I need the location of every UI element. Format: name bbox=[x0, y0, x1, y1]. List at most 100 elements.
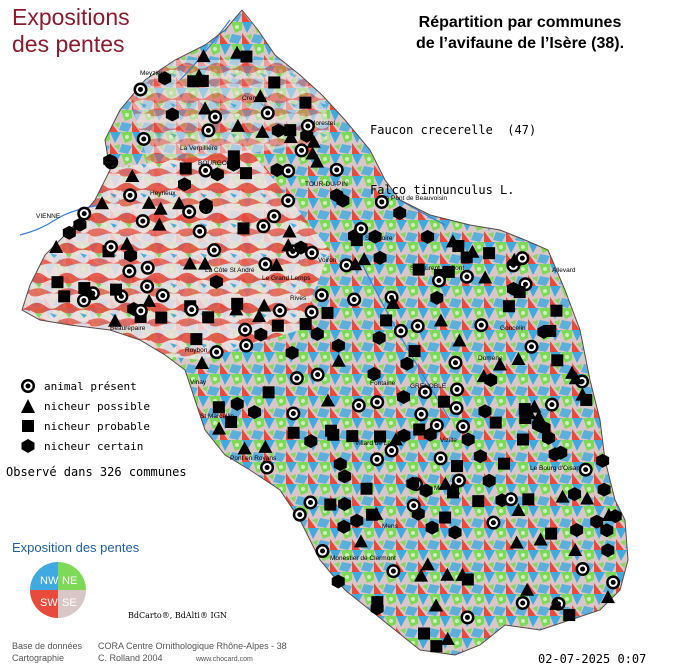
animal-present-marker bbox=[347, 292, 362, 307]
animal-present-marker bbox=[133, 303, 148, 318]
probable-breeder-marker bbox=[374, 430, 387, 443]
certain-breeder-marker bbox=[461, 432, 475, 447]
probable-breeder-marker bbox=[268, 76, 281, 89]
probable-breeder-marker bbox=[489, 416, 502, 429]
legend-item-probable: nicheur probable bbox=[20, 416, 150, 436]
probable-breeder-marker bbox=[545, 527, 558, 540]
possible-breeder-marker bbox=[142, 293, 157, 307]
animal-present-marker bbox=[281, 163, 296, 178]
possible-breeder-marker bbox=[306, 134, 321, 148]
probable-breeder-marker bbox=[179, 162, 192, 175]
probable-breeder-marker bbox=[240, 167, 253, 180]
place-name-label: Le Grand Lemps bbox=[262, 275, 311, 282]
place-name-label: Mens bbox=[382, 523, 399, 530]
probable-breeder-marker bbox=[324, 424, 337, 437]
place-name-label: Roybon bbox=[185, 347, 208, 354]
animal-present-marker bbox=[460, 610, 475, 625]
possible-breeder-marker bbox=[283, 130, 298, 144]
probable-breeder-marker bbox=[155, 311, 168, 324]
certain-breeder-marker bbox=[304, 434, 318, 449]
hexagon-icon bbox=[21, 439, 35, 453]
animal-present-marker bbox=[386, 564, 401, 579]
possible-breeder-marker bbox=[478, 270, 493, 284]
place-name-label: Voiron bbox=[318, 257, 337, 264]
place-name-label: St Marcellin bbox=[200, 413, 234, 420]
animal-present-marker bbox=[515, 595, 530, 610]
website-link[interactable]: www.chocard.com bbox=[196, 656, 253, 663]
certain-breeder-marker bbox=[338, 469, 352, 484]
certain-breeder-marker bbox=[230, 396, 244, 411]
possible-breeder-marker bbox=[353, 534, 368, 548]
place-name-label: La Côte St André bbox=[205, 267, 255, 274]
certain-breeder-marker bbox=[425, 520, 439, 535]
certain-breeder-marker bbox=[331, 338, 345, 353]
probable-breeder-marker bbox=[517, 433, 530, 446]
observation-markers bbox=[49, 45, 622, 653]
possible-breeder-marker bbox=[320, 393, 335, 407]
probable-breeder-marker bbox=[287, 426, 300, 439]
animal-present-marker bbox=[272, 303, 287, 318]
animal-present-marker bbox=[448, 355, 463, 370]
certain-breeder-marker bbox=[448, 525, 462, 540]
place-name-label: La Mure bbox=[425, 485, 449, 492]
place-name-label: VIENNE bbox=[36, 213, 61, 220]
animal-present-marker bbox=[474, 318, 489, 333]
possible-breeder-marker bbox=[255, 124, 270, 138]
animal-present-marker bbox=[369, 452, 384, 467]
possible-breeder-marker bbox=[575, 387, 590, 401]
animal-present-marker bbox=[578, 462, 593, 477]
legend-item-present: animal présent bbox=[20, 376, 150, 396]
possible-breeder-marker bbox=[269, 258, 284, 272]
certain-breeder-marker bbox=[350, 513, 364, 528]
possible-breeder-marker bbox=[420, 557, 435, 571]
animal-present-marker bbox=[104, 240, 119, 255]
certain-breeder-marker bbox=[590, 514, 604, 529]
sw-label: SW bbox=[40, 597, 58, 609]
legend-label: nicheur probable bbox=[44, 419, 150, 433]
possible-breeder-marker bbox=[452, 333, 467, 347]
animal-present-marker bbox=[575, 562, 590, 577]
certain-breeder-marker bbox=[199, 197, 213, 212]
probable-breeder-marker bbox=[366, 508, 379, 521]
probable-breeder-marker bbox=[237, 222, 250, 235]
animal-present-marker bbox=[450, 382, 465, 397]
ne-quadrant bbox=[58, 562, 86, 590]
certain-breeder-marker bbox=[177, 177, 191, 192]
cartography-label: Cartographie bbox=[12, 653, 65, 663]
probable-breeder-marker bbox=[451, 460, 464, 473]
place-name-label: Allevard bbox=[552, 267, 576, 274]
place-name-label: Vinay bbox=[190, 379, 207, 386]
place-name-label: St Laurent du Pont bbox=[410, 265, 464, 272]
probable-breeder-marker bbox=[513, 286, 526, 299]
possible-breeder-marker bbox=[212, 421, 227, 435]
animal-present-marker bbox=[310, 367, 325, 382]
animal-present-marker bbox=[406, 498, 421, 513]
possible-breeder-marker bbox=[49, 240, 64, 254]
animal-present-marker bbox=[303, 495, 318, 510]
possible-breeder-marker bbox=[531, 409, 546, 423]
possible-breeder-marker bbox=[230, 118, 245, 132]
animal-present-marker bbox=[281, 193, 296, 208]
certain-breeder-marker bbox=[597, 482, 611, 497]
probable-breeder-marker bbox=[299, 96, 312, 109]
animal-present-marker bbox=[314, 288, 329, 303]
probable-breeder-marker bbox=[231, 297, 244, 310]
probable-breeder-marker bbox=[227, 150, 240, 163]
certain-breeder-marker bbox=[270, 162, 284, 177]
animal-present-marker bbox=[267, 209, 282, 224]
certain-breeder-marker bbox=[337, 519, 351, 534]
animal-present-marker bbox=[123, 188, 138, 203]
animal-present-marker bbox=[207, 243, 222, 258]
se-quadrant bbox=[58, 590, 86, 618]
animal-present-marker bbox=[133, 82, 148, 97]
certain-breeder-marker bbox=[478, 404, 492, 419]
certain-breeder-marker bbox=[285, 345, 299, 360]
probable-breeder-marker bbox=[418, 627, 431, 640]
title-line-2: des pentes bbox=[12, 31, 125, 57]
certain-breeder-marker bbox=[596, 453, 610, 468]
animal-present-marker bbox=[429, 418, 444, 433]
possible-breeder-marker bbox=[440, 567, 455, 581]
sw-quadrant bbox=[30, 590, 58, 618]
possible-breeder-marker bbox=[465, 244, 480, 258]
